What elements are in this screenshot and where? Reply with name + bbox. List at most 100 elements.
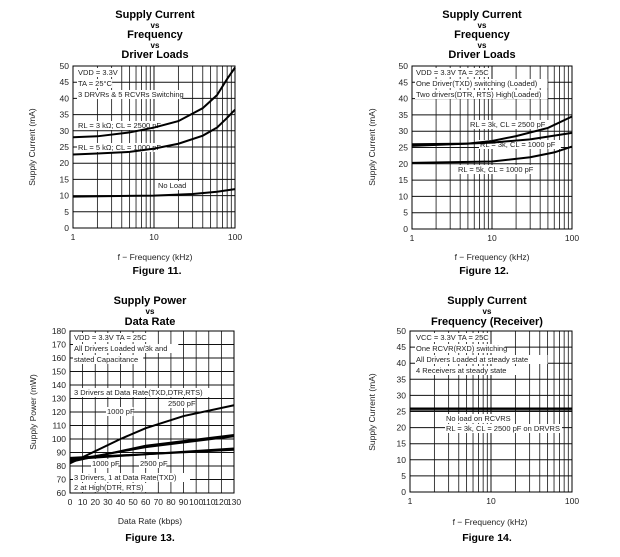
- annotation-background: [106, 407, 134, 416]
- y-tick-label: 30: [397, 390, 407, 400]
- x-tick-label: 1: [410, 233, 415, 243]
- annotation: No load on RCVRS: [446, 414, 511, 423]
- x-tick-label: 60: [141, 497, 151, 507]
- y-tick-label: 170: [52, 340, 66, 350]
- y-tick-label: 70: [57, 475, 67, 485]
- annotation-background: [73, 355, 144, 364]
- y-tick-label: 20: [399, 159, 409, 169]
- y-tick-label: 100: [52, 434, 66, 444]
- annotation-background: [469, 120, 551, 129]
- figure-caption: Figure 11.: [132, 265, 181, 277]
- y-tick-label: 50: [60, 61, 70, 71]
- annotation-background: [73, 473, 190, 482]
- annotation: RL = 5 kΩ; CL = 1000 pF: [78, 143, 161, 152]
- annotation-background: [73, 344, 179, 353]
- y-axis-label: Supply Current (mA): [27, 108, 37, 186]
- series-line: [69, 404, 235, 465]
- annotation-background: [77, 90, 183, 99]
- chart-title-line: Supply Current: [447, 295, 527, 307]
- annotation: 3 Drivers at Data Rate(TXD,DTR,RTS): [74, 388, 203, 397]
- y-tick-label: 25: [60, 142, 70, 152]
- annotation: 1000 pF: [107, 407, 135, 416]
- chart-title-line: Frequency: [127, 29, 184, 41]
- annotation-background: [139, 459, 167, 468]
- x-tick-label: 30: [103, 497, 113, 507]
- x-tick-label: 120: [214, 497, 228, 507]
- x-tick-label: 50: [128, 497, 138, 507]
- annotation: One RCVR(RXD) switching: [416, 344, 507, 353]
- x-axis-label: f − Frequency (kHz): [453, 517, 528, 527]
- annotation-background: [415, 355, 548, 364]
- chart-title-line: vs: [478, 41, 487, 50]
- annotation-background: [415, 90, 548, 99]
- annotation: RL = 3 kΩ; CL = 2500 pF: [78, 121, 161, 130]
- annotation-background: [415, 333, 490, 342]
- annotation-background: [77, 68, 116, 77]
- y-tick-label: 180: [52, 326, 66, 336]
- y-tick-label: 10: [397, 455, 407, 465]
- x-tick-label: 10: [486, 496, 496, 506]
- x-axis-label: Data Rate (kbps): [118, 516, 182, 526]
- annotation: TA = 25°C: [78, 79, 113, 88]
- y-tick-label: 50: [399, 61, 409, 71]
- y-tick-label: 15: [397, 439, 407, 449]
- y-axis-label: Supply Current (mA): [367, 108, 377, 186]
- annotation: All Drivers Loaded w/3k and: [74, 344, 167, 353]
- annotation-background: [415, 68, 490, 77]
- annotation: VCC = 3.3V TA = 25C: [416, 333, 489, 342]
- y-tick-label: 15: [399, 175, 409, 185]
- x-tick-label: 100: [189, 497, 203, 507]
- y-tick-label: 90: [57, 448, 67, 458]
- plot-frame: [69, 330, 235, 494]
- series-line: [72, 188, 236, 198]
- annotation: One Driver(TXD) switching (Loaded): [416, 79, 538, 88]
- annotation-background: [73, 483, 148, 492]
- annotation-background: [457, 165, 539, 174]
- y-tick-label: 150: [52, 367, 66, 377]
- annotation: RL = 3k, CL = 2500 pF: [470, 120, 546, 129]
- annotation-background: [77, 143, 167, 152]
- chart-title-line: Frequency (Receiver): [431, 316, 543, 328]
- annotation: 2500 pF: [140, 459, 168, 468]
- chart-title-line: Driver Loads: [448, 49, 515, 61]
- y-tick-label: 120: [52, 407, 66, 417]
- x-tick-label: 100: [228, 232, 242, 242]
- x-tick-label: 10: [78, 497, 88, 507]
- annotation: VDD = 3.3V TA = 25C: [74, 333, 147, 342]
- plot-frame: [72, 65, 236, 229]
- y-tick-label: 80: [57, 461, 67, 471]
- annotation-background: [157, 181, 185, 190]
- x-axis-label: f − Frequency (kHz): [118, 252, 193, 262]
- annotation-background: [415, 366, 521, 375]
- y-tick-label: 110: [52, 421, 66, 431]
- x-tick-label: 40: [116, 497, 126, 507]
- y-tick-label: 45: [60, 77, 70, 87]
- y-tick-label: 130: [52, 394, 66, 404]
- x-tick-label: 100: [565, 233, 579, 243]
- y-tick-label: 140: [52, 380, 66, 390]
- annotation: No Load: [158, 181, 186, 190]
- chart-title-line: Driver Loads: [121, 49, 188, 61]
- y-tick-label: 30: [399, 126, 409, 136]
- y-tick-label: 10: [60, 191, 70, 201]
- y-tick-label: 5: [401, 471, 406, 481]
- y-tick-label: 40: [399, 94, 409, 104]
- annotation: VDD = 3.3V TA = 25C: [416, 68, 489, 77]
- annotation: Two drivers(DTR, RTS) High(Loaded): [416, 90, 542, 99]
- annotation: stated Capacitance: [74, 355, 138, 364]
- y-tick-label: 0: [403, 224, 408, 234]
- y-tick-label: 0: [64, 223, 69, 233]
- chart-title-line: Data Rate: [125, 316, 176, 328]
- chart-title-line: Supply Current: [442, 9, 522, 21]
- annotation-background: [445, 424, 562, 433]
- y-tick-label: 25: [399, 143, 409, 153]
- x-tick-label: 110: [202, 497, 216, 507]
- x-tick-label: 0: [68, 497, 73, 507]
- y-tick-label: 45: [397, 342, 407, 352]
- x-tick-label: 100: [565, 496, 579, 506]
- annotation-background: [167, 399, 195, 408]
